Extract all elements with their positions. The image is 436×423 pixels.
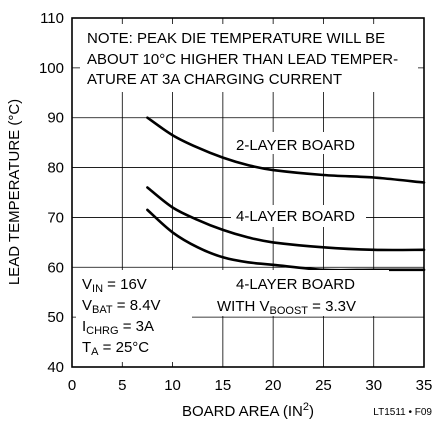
x-tick-label-1: 5 bbox=[118, 377, 126, 394]
plot-frame bbox=[71, 17, 425, 368]
series-line-2 bbox=[146, 208, 426, 272]
label-boost-line-1: 4-LAYER BOARD bbox=[236, 276, 355, 293]
label-boost-background bbox=[213, 270, 389, 316]
label-boost-line-2: WITH VBOOST = 3.3V bbox=[217, 298, 356, 317]
x-tick-label-0: 0 bbox=[68, 377, 76, 394]
x-tick-label-2: 10 bbox=[164, 377, 181, 394]
cond-ta: TA = 25°C bbox=[82, 339, 149, 358]
y-tick-label-7: 110 bbox=[40, 10, 64, 27]
y-tick-label-2: 60 bbox=[47, 259, 64, 276]
label-2layer: 2-LAYER BOARD bbox=[236, 137, 355, 154]
x-tick-label-4: 20 bbox=[265, 377, 282, 394]
cond-vbat: VBAT = 8.4V bbox=[82, 297, 161, 316]
y-tick-label-3: 70 bbox=[47, 209, 64, 226]
cond-vin: VIN = 16V bbox=[82, 276, 147, 295]
label-4layer: 4-LAYER BOARD bbox=[236, 208, 355, 225]
y-axis-title: LEAD TEMPERATURE (°C) bbox=[6, 99, 23, 285]
x-tick-label-6: 30 bbox=[365, 377, 382, 394]
y-tick-label-4: 80 bbox=[47, 160, 64, 177]
x-tick-label-7: 35 bbox=[416, 377, 433, 394]
y-tick-label-6: 100 bbox=[39, 60, 64, 77]
tick-layer: 0 5 10 15 20 25 30 35 40 50 60 70 80 90 100 110 bbox=[39, 10, 432, 394]
x-tick-label-5: 25 bbox=[315, 377, 332, 394]
label-2layer-background bbox=[231, 132, 366, 154]
curve-layer bbox=[146, 116, 426, 272]
series-line-1 bbox=[146, 186, 426, 252]
conditions-background bbox=[76, 270, 192, 362]
figure-id: LT1511 • F09 bbox=[373, 407, 432, 418]
note-line-2: ABOUT 10°C HIGHER THAN LEAD TEMPER- bbox=[87, 51, 398, 68]
x-tick-label-3: 15 bbox=[215, 377, 232, 394]
x-axis-title: BOARD AREA (IN2) bbox=[182, 401, 314, 420]
note-line-3: ATURE AT 3A CHARGING CURRENT bbox=[87, 71, 342, 88]
series-line-0 bbox=[146, 116, 426, 184]
y-tick-label-5: 90 bbox=[47, 110, 64, 127]
y-tick-label-0: 40 bbox=[47, 359, 64, 376]
cond-ichrg: ICHRG = 3A bbox=[82, 318, 154, 337]
note-line-1: NOTE: PEAK DIE TEMPERATURE WILL BE bbox=[87, 30, 385, 47]
y-tick-label-1: 50 bbox=[47, 309, 64, 326]
note-background bbox=[80, 24, 418, 92]
label-4layer-background bbox=[231, 205, 366, 227]
